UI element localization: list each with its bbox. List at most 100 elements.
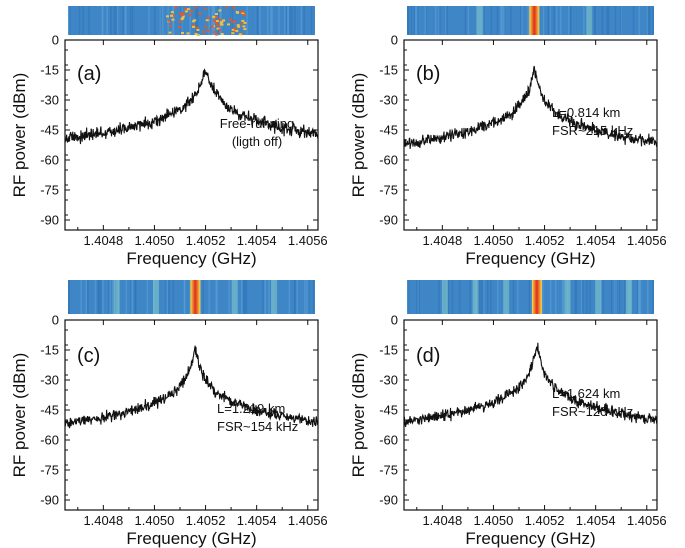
strip-jitter <box>174 6 178 9</box>
strip-texture <box>116 6 119 35</box>
strip-texture <box>502 6 505 35</box>
strip-texture <box>614 6 617 35</box>
strip-texture <box>624 280 626 314</box>
strip-texture <box>291 6 293 35</box>
strip-texture <box>215 280 217 314</box>
strip-texture <box>228 280 230 314</box>
strip-texture <box>652 6 654 35</box>
y-tick-label: -45 <box>379 403 398 418</box>
strip-texture <box>636 280 639 314</box>
y-axis-label: RF power (dBm) <box>349 353 368 478</box>
y-tick-label: -45 <box>379 123 398 138</box>
x-tick-label: 1.4050 <box>474 233 514 248</box>
strip-texture <box>614 280 616 314</box>
strip-texture <box>245 280 248 314</box>
y-tick-label: -75 <box>40 463 59 478</box>
strip-texture <box>561 280 564 314</box>
strip-texture <box>289 6 291 35</box>
strip-texture <box>159 6 161 35</box>
strip-jitter <box>171 18 175 21</box>
strip-jitter <box>192 25 195 28</box>
annotation: L=1.624 km <box>552 386 620 401</box>
strip-texture <box>286 6 289 35</box>
strip-texture <box>82 6 84 35</box>
strip-jitter <box>188 14 192 17</box>
panel-c <box>64 280 319 511</box>
strip-jitter <box>233 27 237 30</box>
strip-texture <box>146 280 149 314</box>
y-tick-label: 0 <box>391 33 398 48</box>
strip-texture <box>130 280 132 314</box>
strip-jitter <box>181 17 185 20</box>
strip-jitter <box>243 13 246 16</box>
strip-texture <box>135 280 137 314</box>
strip-jitter <box>241 12 245 14</box>
plot-frame <box>64 39 319 231</box>
strip-texture <box>172 280 175 314</box>
strip-jitter <box>218 18 222 21</box>
strip-texture <box>528 6 530 35</box>
strip-texture <box>594 6 596 35</box>
strip-jitter <box>169 25 173 28</box>
spectrogram-strip <box>68 280 315 314</box>
strip-jitter <box>186 32 190 35</box>
strip-texture <box>88 6 90 35</box>
strip-jitter <box>191 24 195 27</box>
x-tick-label: 1.4052 <box>525 233 565 248</box>
y-tick-label: -90 <box>379 493 398 508</box>
strip-texture <box>69 6 71 35</box>
x-tick-label: 1.4054 <box>576 513 616 528</box>
strip-jitter <box>235 11 239 13</box>
strip-main-mode <box>531 280 542 314</box>
strip-texture <box>549 6 551 35</box>
strip-texture <box>447 280 450 314</box>
strip-jitter <box>219 22 223 25</box>
x-tick-label: 1.4056 <box>627 513 667 528</box>
strip-texture <box>438 280 440 314</box>
strip-jitter <box>190 9 194 12</box>
x-axis-label: Frequency (GHz) <box>465 529 595 548</box>
strip-jitter <box>172 14 176 17</box>
annotation: Free-running <box>220 116 294 131</box>
strip-texture <box>108 280 110 314</box>
panel-label: (c) <box>77 345 100 367</box>
strip-texture <box>490 280 492 314</box>
strip-jitter <box>237 25 241 28</box>
strip-texture <box>610 280 613 314</box>
strip-jitter <box>212 19 216 22</box>
strip-side-mode <box>625 280 632 314</box>
strip-jitter <box>216 27 220 30</box>
strip-texture <box>124 6 127 35</box>
strip-texture <box>568 6 570 35</box>
strip-jitter <box>233 30 236 33</box>
strip-texture <box>220 6 222 35</box>
strip-texture <box>418 280 420 314</box>
x-tick-label: 1.4052 <box>186 233 226 248</box>
strip-texture <box>97 280 99 314</box>
strip-texture <box>602 280 604 314</box>
strip-texture <box>467 6 470 35</box>
x-tick-label: 1.4054 <box>237 233 277 248</box>
strip-texture <box>574 280 577 314</box>
y-tick-label: -90 <box>379 213 398 228</box>
strip-jitter <box>193 19 197 22</box>
strip-texture <box>464 6 467 35</box>
strip-texture <box>110 6 112 35</box>
strip-jitter <box>184 7 188 10</box>
strip-texture <box>490 6 493 35</box>
strip-texture <box>129 6 132 35</box>
strip-jitter <box>181 12 185 15</box>
x-tick-label: 1.4056 <box>627 233 667 248</box>
strip-texture <box>309 280 311 314</box>
strip-texture <box>607 6 610 35</box>
strip-texture <box>231 6 234 35</box>
strip-texture <box>483 280 485 314</box>
strip-texture <box>148 6 150 35</box>
strip-texture <box>458 280 461 314</box>
strip-texture <box>632 6 635 35</box>
y-tick-label: -30 <box>379 373 398 388</box>
strip-texture <box>647 280 649 314</box>
y-tick-label: -30 <box>40 93 59 108</box>
y-axis-label: RF power (dBm) <box>10 353 29 478</box>
strip-texture <box>68 6 70 35</box>
